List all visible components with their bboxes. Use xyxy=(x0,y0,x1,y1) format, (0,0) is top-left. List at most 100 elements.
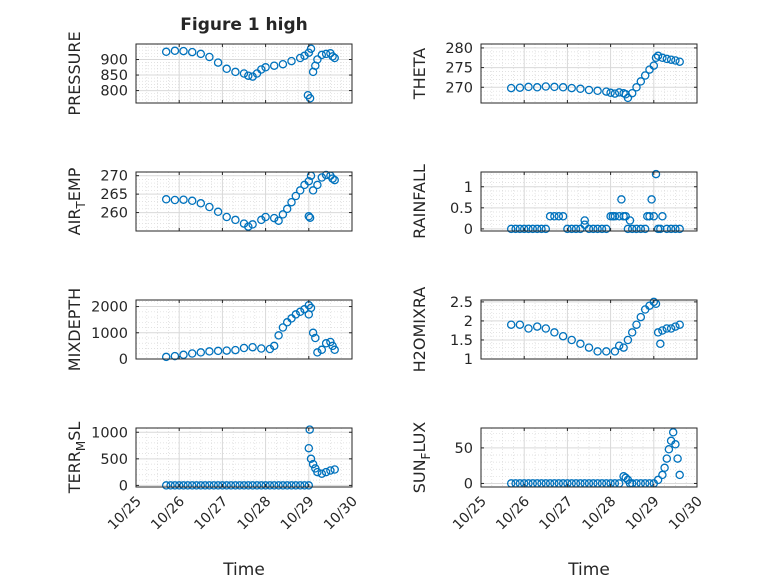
data-point xyxy=(660,463,669,473)
data-point xyxy=(222,64,231,74)
data-point xyxy=(666,324,676,333)
data-point xyxy=(304,310,314,319)
data-point xyxy=(257,215,266,225)
data-point xyxy=(636,312,646,322)
data-point xyxy=(649,61,659,70)
x-tick-label: 10/27 xyxy=(191,494,231,534)
x-tick-label: 10/29 xyxy=(278,494,318,534)
data-point xyxy=(257,65,266,74)
data-point xyxy=(313,467,322,477)
x-tick-label: 10/28 xyxy=(580,494,620,534)
data-point xyxy=(668,428,678,437)
data-point xyxy=(317,345,327,355)
data-point xyxy=(196,481,206,490)
data-point xyxy=(632,83,641,92)
data-point xyxy=(269,341,279,351)
data-point xyxy=(261,212,270,222)
data-point xyxy=(287,481,296,490)
y-tick-label: 0 xyxy=(119,478,128,494)
data-point xyxy=(196,348,206,357)
data-point xyxy=(675,470,684,480)
data-point xyxy=(675,320,684,329)
data-point xyxy=(239,343,249,353)
data-point xyxy=(306,454,316,464)
y-tick-label: 0 xyxy=(464,222,473,238)
data-point xyxy=(295,481,305,490)
axes-box xyxy=(480,171,698,232)
data-point xyxy=(664,445,674,454)
data-point xyxy=(291,191,301,201)
data-point xyxy=(170,195,180,205)
axes-box xyxy=(480,427,698,488)
axes-box xyxy=(480,299,698,360)
data-point xyxy=(550,82,559,92)
data-point xyxy=(287,197,296,207)
y-tick-label: 1.5 xyxy=(450,333,473,349)
data-point xyxy=(274,216,283,225)
data-point xyxy=(576,224,585,234)
data-point xyxy=(222,212,231,222)
data-point xyxy=(235,481,244,490)
data-point xyxy=(222,346,231,355)
data-point xyxy=(649,297,659,307)
y-tick-label: 50 xyxy=(455,441,473,457)
data-point xyxy=(248,220,257,229)
data-point xyxy=(576,84,585,94)
data-point xyxy=(321,467,331,477)
data-point xyxy=(537,224,546,234)
data-point xyxy=(515,83,525,92)
data-point xyxy=(213,481,223,490)
data-point xyxy=(623,224,633,234)
data-point xyxy=(567,335,576,345)
y-tick-label: 800 xyxy=(100,84,128,100)
data-point xyxy=(636,224,646,234)
data-point xyxy=(651,53,661,63)
data-point xyxy=(209,481,219,490)
data-point xyxy=(305,213,315,222)
data-point xyxy=(619,343,628,352)
data-point xyxy=(584,343,594,352)
data-point xyxy=(658,212,667,221)
y-tick-label: 275 xyxy=(445,61,473,77)
y-tick-label: 1000 xyxy=(91,425,128,441)
data-point xyxy=(304,481,314,490)
data-point xyxy=(291,481,301,490)
figure-title: Figure 1 high xyxy=(180,15,308,35)
data-point xyxy=(524,324,533,333)
data-point xyxy=(213,58,223,67)
data-point xyxy=(269,61,279,70)
data-point xyxy=(170,46,180,56)
data-point xyxy=(610,212,620,221)
data-point xyxy=(558,83,568,92)
data-point xyxy=(532,322,542,331)
data-point xyxy=(179,195,188,204)
data-point xyxy=(627,224,637,234)
data-point xyxy=(330,465,339,474)
data-point xyxy=(640,224,650,234)
data-point xyxy=(278,323,288,332)
data-point xyxy=(671,56,680,65)
data-point xyxy=(662,54,672,64)
data-point xyxy=(311,333,320,343)
data-point xyxy=(506,320,516,329)
data-point xyxy=(313,180,322,190)
data-point xyxy=(656,224,665,234)
y-tick-label: 2.5 xyxy=(450,295,473,311)
data-point xyxy=(304,176,314,186)
y-axis-label: H2OMIXRA xyxy=(410,287,429,373)
data-point xyxy=(274,481,283,490)
chart-panel-rainfall: 0 0.5 1 RAINFALL xyxy=(410,164,698,239)
axes-box xyxy=(135,171,353,232)
data-point xyxy=(623,335,633,345)
data-point xyxy=(584,85,594,95)
data-point xyxy=(627,88,637,98)
data-point xyxy=(330,53,339,63)
data-point xyxy=(244,481,253,490)
data-point xyxy=(627,328,637,337)
chart-panel-air-temp: 260 265 270 AIRTEMP xyxy=(65,167,353,235)
data-point xyxy=(658,53,667,63)
data-point xyxy=(621,212,630,221)
data-point xyxy=(161,47,171,57)
data-point xyxy=(606,88,615,98)
